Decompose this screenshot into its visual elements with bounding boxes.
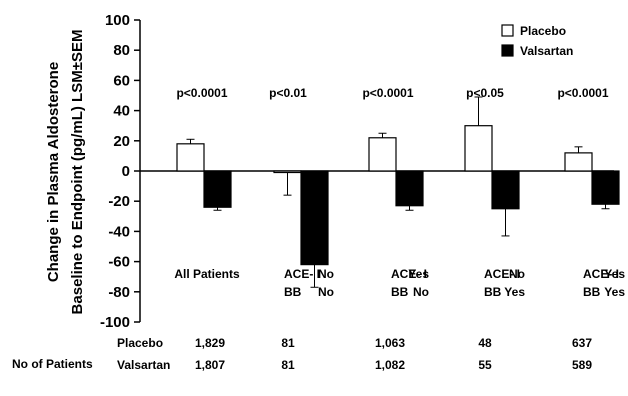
group-label-acei-status: No <box>509 267 525 281</box>
group-label-bb-status: No <box>318 285 334 299</box>
placebo-bar <box>273 170 302 174</box>
patients-count-cell: 55 <box>478 358 492 372</box>
valsartan-bar <box>203 170 232 208</box>
legend-label: Placebo <box>520 24 566 38</box>
patients-row-label: Valsartan <box>117 358 170 372</box>
placebo-bar <box>368 137 397 172</box>
patients-count-cell: 1,063 <box>375 336 405 350</box>
patients-count-cell: 1,829 <box>195 336 225 350</box>
patients-row-label: Placebo <box>117 336 163 350</box>
valsartan-bar <box>491 170 520 210</box>
valsartan-bar <box>300 170 329 266</box>
placebo-bar <box>176 143 205 172</box>
legend-label: Valsartan <box>520 44 573 58</box>
p-value-label: p<0.0001 <box>362 86 413 100</box>
y-tick-label: 100 <box>105 12 130 29</box>
y-axis-title-line1: Change in Plasma Aldosterone <box>45 62 62 282</box>
y-tick-label: 40 <box>113 103 130 120</box>
group-label-acei: ACE- I <box>484 267 520 281</box>
patients-count-cell: 81 <box>281 336 295 350</box>
group-label-bb-status: No <box>413 285 429 299</box>
p-value-label: p<0.0001 <box>557 86 608 100</box>
p-value-label: p<0.0001 <box>176 86 227 100</box>
group-label-bb-status: Yes <box>604 285 625 299</box>
placebo-legend-swatch <box>501 24 514 37</box>
group-label-acei: ACE- I <box>583 267 619 281</box>
y-tick-label: 80 <box>113 42 130 59</box>
patients-count-cell: 637 <box>572 336 592 350</box>
placebo-bar <box>464 125 493 172</box>
patients-count-cell: 1,082 <box>375 358 405 372</box>
group-label-bb: BB <box>284 285 302 299</box>
group-label-bb: BB <box>583 285 601 299</box>
y-tick-label: -60 <box>108 254 130 271</box>
group-label-acei: ACE- I <box>391 267 427 281</box>
y-tick-label: -20 <box>108 193 130 210</box>
group-label-bb: BB <box>391 285 409 299</box>
patients-count-cell: 48 <box>478 336 492 350</box>
y-tick-label: 0 <box>122 163 130 180</box>
valsartan-bar <box>591 170 620 205</box>
patients-count-cell: 589 <box>572 358 592 372</box>
y-tick-label: 60 <box>113 72 130 89</box>
group-label-bb-status: Yes <box>504 285 525 299</box>
y-tick-label: 20 <box>113 133 130 150</box>
y-axis-title-line2: Baseline to Endpoint (pg/mL) LSM±SEM <box>69 30 86 315</box>
y-tick-label: -100 <box>100 314 130 331</box>
group-label-acei-status: Yes <box>604 267 625 281</box>
group-label-acei-status: Yes <box>408 267 429 281</box>
valsartan-bar <box>395 170 424 207</box>
patients-count-cell: 1,807 <box>195 358 225 372</box>
patients-count-cell: 81 <box>281 358 295 372</box>
group-label-acei-status: No <box>318 267 334 281</box>
y-tick-label: -40 <box>108 223 130 240</box>
valsartan-legend-swatch <box>501 44 514 57</box>
p-value-label: p<0.01 <box>269 86 307 100</box>
y-tick-label: -80 <box>108 284 130 301</box>
p-value-label: p<0.05 <box>466 86 504 100</box>
group-label-acei: ACE- I <box>284 267 320 281</box>
group-label: All Patients <box>174 267 240 281</box>
patients-table-title: No of Patients <box>12 357 93 371</box>
group-label-bb: BB <box>484 285 502 299</box>
placebo-bar <box>564 152 593 172</box>
